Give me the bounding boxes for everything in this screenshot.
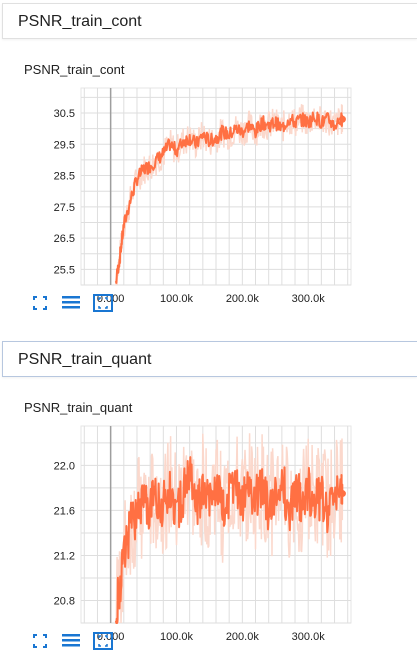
y-tick-label: 20.8: [54, 595, 75, 607]
y-tick-label: 29.5: [54, 139, 75, 151]
y-tick-label: 28.5: [54, 171, 75, 183]
chart-title: PSNR_train_quant: [24, 400, 132, 415]
y-tick-label: 30.5: [54, 108, 75, 120]
fit-domain-button[interactable]: [30, 294, 50, 312]
section-header-psnr-train-cont[interactable]: PSNR_train_cont: [2, 3, 417, 39]
y-tick-label: 26.5: [54, 233, 75, 245]
section-title: PSNR_train_quant: [18, 351, 151, 369]
y-tick-label: 21.2: [54, 550, 75, 562]
chart-card-psnr-train-cont: PSNR_train_cont 25.5 26.5 27.5 28.5 29.5 30.5…: [2, 50, 417, 330]
y-tick-label: 21.6: [54, 505, 75, 517]
section-title: PSNR_train_cont: [18, 13, 142, 31]
chart-title: PSNR_train_cont: [24, 62, 124, 77]
x-tick-label: 200.0k: [226, 631, 260, 643]
expand-chart-button[interactable]: [93, 632, 113, 650]
toggle-log-scale-button[interactable]: [61, 294, 81, 312]
chart-plot[interactable]: 20.821.221.622.00.000 100.0k 200.0k 300.0k: [2, 416, 417, 656]
y-tick-label: 25.5: [54, 264, 75, 276]
series-end-point: [339, 490, 346, 497]
toggle-log-scale-icon: [62, 633, 80, 649]
fit-domain-button[interactable]: [30, 632, 50, 650]
expand-chart-button[interactable]: [93, 294, 113, 312]
x-tick-label: 100.0k: [160, 631, 194, 643]
expand-chart-icon: [93, 632, 113, 650]
fit-domain-icon: [32, 633, 48, 649]
series-end-point: [339, 116, 346, 123]
fit-domain-icon: [32, 295, 48, 311]
x-tick-label: 300.0k: [292, 293, 326, 305]
toggle-log-scale-icon: [62, 295, 80, 311]
y-tick-label: 22.0: [54, 460, 75, 472]
chart-card-psnr-train-quant: PSNR_train_quant 20.8 21.2 21.6 22.0 0.000 10…: [2, 388, 417, 668]
expand-chart-icon: [93, 294, 113, 312]
x-tick-label: 100.0k: [160, 293, 194, 305]
x-tick-label: 300.0k: [292, 631, 326, 643]
chart-plot[interactable]: 25.526.527.528.529.530.50.000 100.0k 200.0…: [2, 78, 417, 318]
toggle-log-scale-button[interactable]: [61, 632, 81, 650]
x-tick-label: 200.0k: [226, 293, 260, 305]
section-header-psnr-train-quant[interactable]: PSNR_train_quant: [2, 341, 417, 377]
y-tick-label: 27.5: [54, 202, 75, 214]
